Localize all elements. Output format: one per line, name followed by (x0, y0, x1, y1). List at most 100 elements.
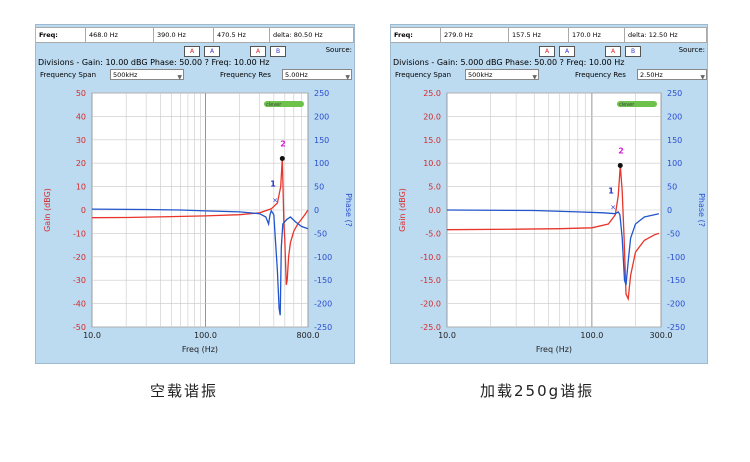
x-axis-label: Freq (Hz) (182, 345, 218, 354)
analyzer-window-no-load: Freq: 468.0 Hz 390.0 Hz 470.5 Hz delta: … (35, 24, 355, 364)
logo-bar (617, 101, 657, 107)
delta-freq: delta: 12.50 Hz (625, 28, 707, 42)
span-label: Frequency Span (40, 71, 96, 79)
y-axis-label: Gain (dBG) (398, 188, 407, 232)
y-tick-label: 5.0 (428, 183, 441, 192)
span-controls: Frequency Span 500kHz ▼ Frequency Res 2.… (391, 69, 707, 82)
y2-axis-label: Phase (? (697, 193, 706, 227)
cursor-a-icon[interactable]: A (539, 46, 555, 57)
marker-label: 1 (608, 187, 614, 196)
divisions-readout: Divisions - Gain: 10.00 dBG Phase: 50.00… (38, 58, 270, 67)
x-tick-label: 10.0 (83, 331, 101, 340)
toolbar: A A A B Source: (36, 45, 354, 57)
clever-logo: clever (264, 101, 304, 108)
span-select[interactable]: 500kHz ▼ (110, 69, 184, 81)
y2-tick-label: 100 (667, 159, 682, 168)
y2-tick-label: 200 (667, 112, 682, 121)
y-tick-label: 30 (76, 136, 86, 145)
y2-tick-label: -150 (314, 276, 332, 285)
frequency-cursor-bar: Freq: 279.0 Hz 157.5 Hz 170.0 Hz delta: … (391, 27, 707, 43)
analyzer-window-loaded: Freq: 279.0 Hz 157.5 Hz 170.0 Hz delta: … (390, 24, 708, 364)
cursor-a-freq: 157.5 Hz (509, 28, 569, 42)
x-tick-label: 300.0 (650, 331, 673, 340)
freq-cursor-value: 468.0 Hz (86, 28, 154, 42)
y-tick-label: -10 (73, 229, 86, 238)
y-tick-label: -20 (73, 253, 86, 262)
span-value: 500kHz (113, 71, 138, 79)
bode-plot: 25.0 250 20.0 200 15.0 150 10.0 100 5.0 50 0.0 0 -5.… (398, 89, 706, 354)
edit-a-icon[interactable]: A (605, 46, 621, 57)
y-tick-label: -5.0 (425, 229, 441, 238)
y2-tick-label: -50 (667, 229, 680, 238)
dropdown-arrow-icon: ▼ (532, 74, 537, 81)
y2-tick-label: -150 (667, 276, 685, 285)
y2-tick-label: -200 (667, 300, 685, 309)
dropdown-arrow-icon: ▼ (700, 74, 705, 81)
marker-label: 2 (618, 147, 624, 156)
marker-x: × (610, 204, 616, 212)
y2-tick-label: 150 (314, 136, 329, 145)
dropdown-arrow-icon: ▼ (177, 74, 182, 81)
y-tick-label: 20 (76, 159, 86, 168)
y2-tick-label: 50 (314, 183, 324, 192)
clever-logo: clever (617, 101, 657, 108)
logo-bar (264, 101, 304, 107)
dropdown-arrow-icon: ▼ (345, 74, 350, 81)
span-value: 500kHz (468, 71, 493, 79)
cursor-b-icon[interactable]: A (559, 46, 575, 57)
caption-loaded: 加载250g谐振 (480, 382, 595, 400)
marker-x: × (272, 197, 278, 205)
cursor-b-freq: 470.5 Hz (214, 28, 270, 42)
res-value: 5.00Hz (285, 71, 308, 79)
y-tick-label: 20.0 (423, 112, 441, 121)
y2-tick-label: -250 (667, 323, 685, 332)
caption-no-load: 空载谐振 (150, 382, 219, 400)
divisions-readout: Divisions - Gain: 5.000 dBG Phase: 50.00… (393, 58, 625, 67)
toolbar: A A A B Source: (391, 45, 707, 57)
x-tick-label: 10.0 (438, 331, 456, 340)
source-label: Source: (678, 46, 705, 54)
span-label: Frequency Span (395, 71, 451, 79)
y-tick-label: 0 (81, 206, 86, 215)
y-tick-label: 10 (76, 183, 86, 192)
edit-b-icon[interactable]: B (625, 46, 641, 57)
x-tick-label: 100.0 (580, 331, 603, 340)
res-label: Frequency Res (575, 71, 626, 79)
y-tick-label: 25.0 (423, 89, 441, 98)
y2-tick-label: 150 (667, 136, 682, 145)
gain-series-line (91, 158, 309, 286)
cursor-a-freq: 390.0 Hz (154, 28, 214, 42)
cursor-b-icon[interactable]: A (204, 46, 220, 57)
y2-tick-label: 100 (314, 159, 329, 168)
y2-tick-label: 50 (667, 183, 677, 192)
bode-plot: 50 250 40 200 30 150 20 100 10 50 0 0 -10 -50 -20 -100 -… (43, 89, 353, 354)
marker-label: 1 (270, 180, 276, 189)
y2-tick-label: -250 (314, 323, 332, 332)
y-tick-label: 50 (76, 89, 86, 98)
res-value: 2.50Hz (640, 71, 663, 79)
y2-tick-label: 200 (314, 112, 329, 121)
y-tick-label: 40 (76, 112, 86, 121)
edit-b-icon[interactable]: B (270, 46, 286, 57)
y-tick-label: -25.0 (420, 323, 441, 332)
y-tick-label: -30 (73, 276, 86, 285)
cursor-a-icon[interactable]: A (184, 46, 200, 57)
x-axis-label: Freq (Hz) (536, 345, 572, 354)
freq-cursor-value: 279.0 Hz (441, 28, 509, 42)
res-select[interactable]: 2.50Hz ▼ (637, 69, 707, 81)
span-controls: Frequency Span 500kHz ▼ Frequency Res 5.… (36, 69, 354, 82)
res-select[interactable]: 5.00Hz ▼ (282, 69, 352, 81)
y2-tick-label: -50 (314, 229, 327, 238)
y-tick-label: -15.0 (420, 276, 441, 285)
span-select[interactable]: 500kHz ▼ (465, 69, 539, 81)
y-tick-label: 15.0 (423, 136, 441, 145)
y-tick-label: 10.0 (423, 159, 441, 168)
cursor-dot (617, 163, 623, 169)
y-axis-label: Gain (dBG) (43, 188, 52, 232)
cursor-b-freq: 170.0 Hz (569, 28, 625, 42)
freq-label: Freq: (391, 28, 441, 42)
edit-a-icon[interactable]: A (250, 46, 266, 57)
gain-series-line (446, 165, 660, 302)
frequency-cursor-bar: Freq: 468.0 Hz 390.0 Hz 470.5 Hz delta: … (36, 27, 354, 43)
y-tick-label: -20.0 (420, 300, 441, 309)
